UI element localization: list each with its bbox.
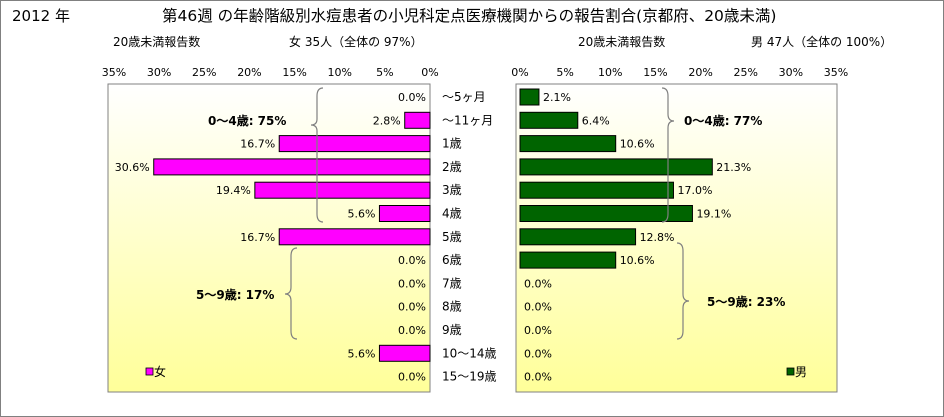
category-label: 2歳 — [442, 160, 462, 174]
female-data-label: 0.0% — [398, 371, 426, 384]
male-data-label: 2.1% — [543, 91, 571, 104]
year-label: 2012 年 — [12, 7, 70, 25]
male-data-label: 0.0% — [524, 277, 552, 290]
left-tick-label: 30% — [147, 66, 171, 79]
male-data-label: 10.6% — [620, 138, 655, 151]
category-label: 6歳 — [442, 253, 462, 267]
left-subtitle: 20歳未満報告数 — [113, 34, 200, 49]
female-data-label: 5.6% — [347, 347, 375, 360]
left-tick-label: 0% — [421, 66, 438, 79]
female-data-label: 19.4% — [216, 184, 251, 197]
right-tick-label: 5% — [556, 66, 573, 79]
category-label: 4歳 — [442, 207, 462, 221]
male-data-label: 6.4% — [582, 114, 610, 127]
female-data-label: 30.6% — [115, 161, 150, 174]
right-tick-label: 20% — [688, 66, 712, 79]
left-tick-label: 15% — [282, 66, 306, 79]
female-bar — [278, 135, 431, 153]
legend-swatch-female — [145, 367, 154, 376]
female-data-label: 2.8% — [373, 114, 401, 127]
male-data-label: 19.1% — [696, 208, 731, 221]
male-data-label: 10.6% — [620, 254, 655, 267]
legend-swatch-male — [786, 367, 795, 376]
left-tick-label: 20% — [237, 66, 261, 79]
female-data-label: 0.0% — [398, 301, 426, 314]
male-data-label: 0.0% — [524, 301, 552, 314]
right-bracket-label-0-4: 0～4歳: 77% — [684, 113, 762, 128]
left-bracket-5-9 — [284, 247, 298, 340]
category-label: 5歳 — [442, 230, 462, 244]
female-bar — [378, 344, 431, 362]
female-bar — [254, 181, 431, 199]
male-data-label: 21.3% — [716, 161, 751, 174]
right-tick-label: 25% — [733, 66, 757, 79]
category-label: ～5ヶ月 — [442, 90, 486, 104]
female-data-label: 16.7% — [240, 231, 275, 244]
category-label: 15～19歳 — [442, 370, 497, 384]
right-tick-label: 15% — [643, 66, 667, 79]
female-data-label: 0.0% — [398, 277, 426, 290]
left-bracket-0-4 — [310, 87, 324, 223]
left-tick-label: 5% — [376, 66, 393, 79]
male-bar — [519, 111, 579, 129]
right-tick-label: 30% — [779, 66, 803, 79]
male-bar — [519, 205, 693, 222]
male-data-label: 17.0% — [677, 184, 712, 197]
left-bracket-label-0-4: 0～4歳: 75% — [208, 113, 286, 128]
female-data-label: 0.0% — [398, 91, 426, 104]
right-bracket-0-4 — [661, 87, 675, 223]
right-tick-label: 0% — [511, 66, 528, 79]
right-subtitle: 20歳未満報告数 — [578, 34, 665, 49]
right-tick-label: 10% — [598, 66, 622, 79]
right-summary: 男 47人（全体の 100%） — [751, 34, 892, 49]
female-data-label: 5.6% — [347, 208, 375, 221]
category-label: 1歳 — [442, 137, 462, 151]
category-label: 10～14歳 — [442, 346, 497, 360]
right-bracket-label-5-9: 5～9歳: 23% — [707, 294, 785, 309]
category-label: 8歳 — [442, 300, 462, 314]
female-data-label: 0.0% — [398, 324, 426, 337]
left-bracket-label-5-9: 5～9歳: 17% — [196, 287, 274, 302]
left-summary: 女 35人（全体の 97%） — [289, 34, 423, 49]
female-data-label: 0.0% — [398, 254, 426, 267]
chart-title: 第46週 の年齢階級別水痘患者の小児科定点医療機関からの報告割合(京都府、20歳… — [162, 7, 776, 25]
female-bar — [278, 228, 431, 246]
male-data-label: 0.0% — [524, 324, 552, 337]
right-bracket-5-9 — [676, 242, 690, 340]
left-tick-label: 10% — [327, 66, 351, 79]
male-data-label: 12.8% — [640, 231, 675, 244]
female-bar — [404, 111, 431, 129]
male-bar — [519, 135, 617, 153]
male-bar — [519, 88, 540, 106]
female-data-label: 16.7% — [240, 138, 275, 151]
male-data-label: 0.0% — [524, 371, 552, 384]
female-bar — [153, 158, 431, 176]
legend-label-female: 女 — [154, 364, 166, 379]
female-bar — [378, 205, 431, 222]
male-data-label: 0.0% — [524, 347, 552, 360]
male-bar — [519, 251, 617, 269]
right-tick-label: 35% — [824, 66, 848, 79]
male-bar — [519, 228, 637, 246]
category-label: 3歳 — [442, 183, 462, 197]
legend-label-male: 男 — [795, 365, 807, 379]
left-tick-label: 35% — [102, 66, 126, 79]
male-bar — [519, 181, 674, 199]
male-bar — [519, 158, 713, 176]
category-label: 7歳 — [442, 276, 462, 290]
category-label: ～11ヶ月 — [442, 113, 493, 127]
left-tick-label: 25% — [192, 66, 216, 79]
category-label: 9歳 — [442, 323, 462, 337]
